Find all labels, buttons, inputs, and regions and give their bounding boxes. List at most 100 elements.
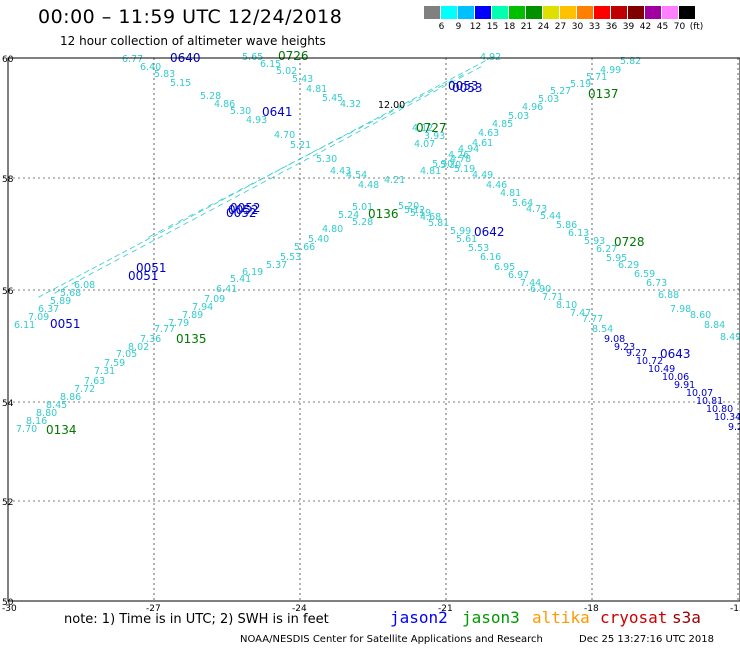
legend-swatch xyxy=(594,6,611,19)
swh-value: 5.28 xyxy=(200,91,221,102)
lon-tick-label: -15 xyxy=(730,604,740,614)
swh-value: 4.93 xyxy=(246,115,267,126)
swh-trace-mark: ─ xyxy=(276,168,287,180)
legend-label: 12 xyxy=(469,22,482,32)
swh-value: 5.89 xyxy=(50,296,71,307)
swh-trace-mark: ─ xyxy=(226,190,237,202)
swh-value: 6.13 xyxy=(568,228,589,239)
swh-value: 6.16 xyxy=(480,252,501,263)
swh-trace-mark: ─ xyxy=(226,190,237,202)
swh-value: 4.81 xyxy=(420,166,441,177)
swh-value: 5.01 xyxy=(352,202,373,213)
swh-value: 4.32 xyxy=(340,99,361,110)
swh-trace-mark: ─ xyxy=(156,226,167,238)
swh-trace-mark: ─ xyxy=(215,200,226,212)
swh-trace-mark: ─ xyxy=(448,77,459,89)
swh-trace-mark: ─ xyxy=(356,123,367,135)
swh-trace-mark: ─ xyxy=(236,184,247,196)
swh-trace-mark: ─ xyxy=(327,141,338,153)
swh-value: 4.61 xyxy=(472,138,493,149)
swh-value: 6.59 xyxy=(634,269,655,280)
swh-value: 6.73 xyxy=(646,278,667,289)
orbit-label: 0135 xyxy=(176,332,207,346)
swh-value: 5.19 xyxy=(454,164,475,175)
legend-swatch xyxy=(645,6,662,19)
swh-value: 7.31 xyxy=(94,366,115,377)
swh-trace-mark: ─ xyxy=(440,77,451,89)
swh-trace-mark: ─ xyxy=(127,243,138,255)
swh-trace-mark: ─ xyxy=(409,93,420,105)
swh-trace-mark: ─ xyxy=(436,81,447,93)
swh-trace-mark: ─ xyxy=(104,255,115,267)
swh-value: 7.09 xyxy=(204,294,225,305)
swh-tracks: ────────────────────────────────────────… xyxy=(14,52,740,435)
swh-trace-mark: ─ xyxy=(456,71,467,83)
swh-trace-mark: ─ xyxy=(59,279,70,291)
legend-label: 70 xyxy=(673,22,686,32)
swh-value: 7.70 xyxy=(16,424,37,435)
swh-value: 7.47 xyxy=(570,308,591,319)
swh-trace-mark: ─ xyxy=(356,122,367,134)
swh-value: 4.63 xyxy=(478,128,499,139)
swh-trace-mark: ─ xyxy=(264,170,275,182)
swh-trace-mark: ─ xyxy=(446,76,457,88)
swh-trace-mark: ─ xyxy=(121,250,132,262)
swh-trace-mark: ─ xyxy=(455,69,466,81)
legend-swatch xyxy=(441,6,458,19)
swh-trace-mark: ─ xyxy=(353,127,364,139)
swh-value: 4.46 xyxy=(486,180,507,191)
swh-trace-mark: ─ xyxy=(129,246,140,258)
swh-value: 5.19 xyxy=(410,208,431,219)
swh-trace-mark: ─ xyxy=(287,158,298,170)
swh-trace-mark: ─ xyxy=(325,138,336,150)
swh-value: 5.27 xyxy=(550,86,571,97)
swh-value: 4.78 xyxy=(450,154,471,165)
swh-trace-mark: ─ xyxy=(303,150,314,162)
swh-value: 7.36 xyxy=(140,334,161,345)
swh-trace-mark: ─ xyxy=(166,221,177,233)
swh-trace-mark: ─ xyxy=(138,241,149,253)
swh-trace-mark: ─ xyxy=(379,109,390,121)
swh-value: 8.84 xyxy=(704,320,725,331)
swh-trace-mark: ─ xyxy=(333,134,344,146)
swh-value: 4.81 xyxy=(500,188,521,199)
swh-value: 7.72 xyxy=(74,384,95,395)
swh-value: 5.12 xyxy=(404,205,425,216)
swh-value: 4.12 xyxy=(412,123,433,134)
swh-value: 10.06 xyxy=(662,372,689,383)
swh-value: 4.96 xyxy=(522,102,543,113)
swh-value: 5.43 xyxy=(292,74,313,85)
swh-trace-mark: ─ xyxy=(69,278,80,290)
swh-trace-mark: ─ xyxy=(456,72,467,84)
legend-swatch xyxy=(543,6,560,19)
swh-trace-mark: ─ xyxy=(219,194,230,206)
swh-value: 4.70 xyxy=(274,130,295,141)
page-title: 00:00 – 11:59 UTC 12/24/2018 xyxy=(38,6,343,28)
map-grid xyxy=(7,57,740,602)
swh-value: 8.02 xyxy=(128,342,149,353)
swh-trace-mark: ─ xyxy=(470,61,481,73)
legend-swatch xyxy=(611,6,628,19)
swh-value: 5.19 xyxy=(570,79,591,90)
swh-trace-mark: ─ xyxy=(272,166,283,178)
swh-value: 6.90 xyxy=(530,284,551,295)
legend-label: 33 xyxy=(588,22,601,32)
swh-value: 5.30 xyxy=(230,106,251,117)
swh-trace-mark: ─ xyxy=(176,215,187,227)
swh-value: 5.41 xyxy=(230,274,251,285)
swh-value: 9.2 xyxy=(728,422,740,433)
satellite-jason3: jason3 xyxy=(462,608,520,627)
orbit-label: 0643 xyxy=(660,347,691,361)
swh-trace-mark: ─ xyxy=(146,231,157,243)
swh-trace-mark: ─ xyxy=(366,117,377,129)
swh-trace-mark: ─ xyxy=(486,53,497,65)
swh-trace-mark: ─ xyxy=(425,85,436,97)
orbit-label: 0641 xyxy=(262,105,293,119)
swh-value: 6.95 xyxy=(494,262,515,273)
swh-trace-mark: ─ xyxy=(203,202,214,214)
swh-trace-mark: ─ xyxy=(465,68,476,80)
swh-trace-mark: ─ xyxy=(422,90,433,102)
swh-value: 8.54 xyxy=(592,324,613,335)
swh-trace-mark: ─ xyxy=(120,247,131,259)
swh-trace-mark: ─ xyxy=(60,282,71,294)
